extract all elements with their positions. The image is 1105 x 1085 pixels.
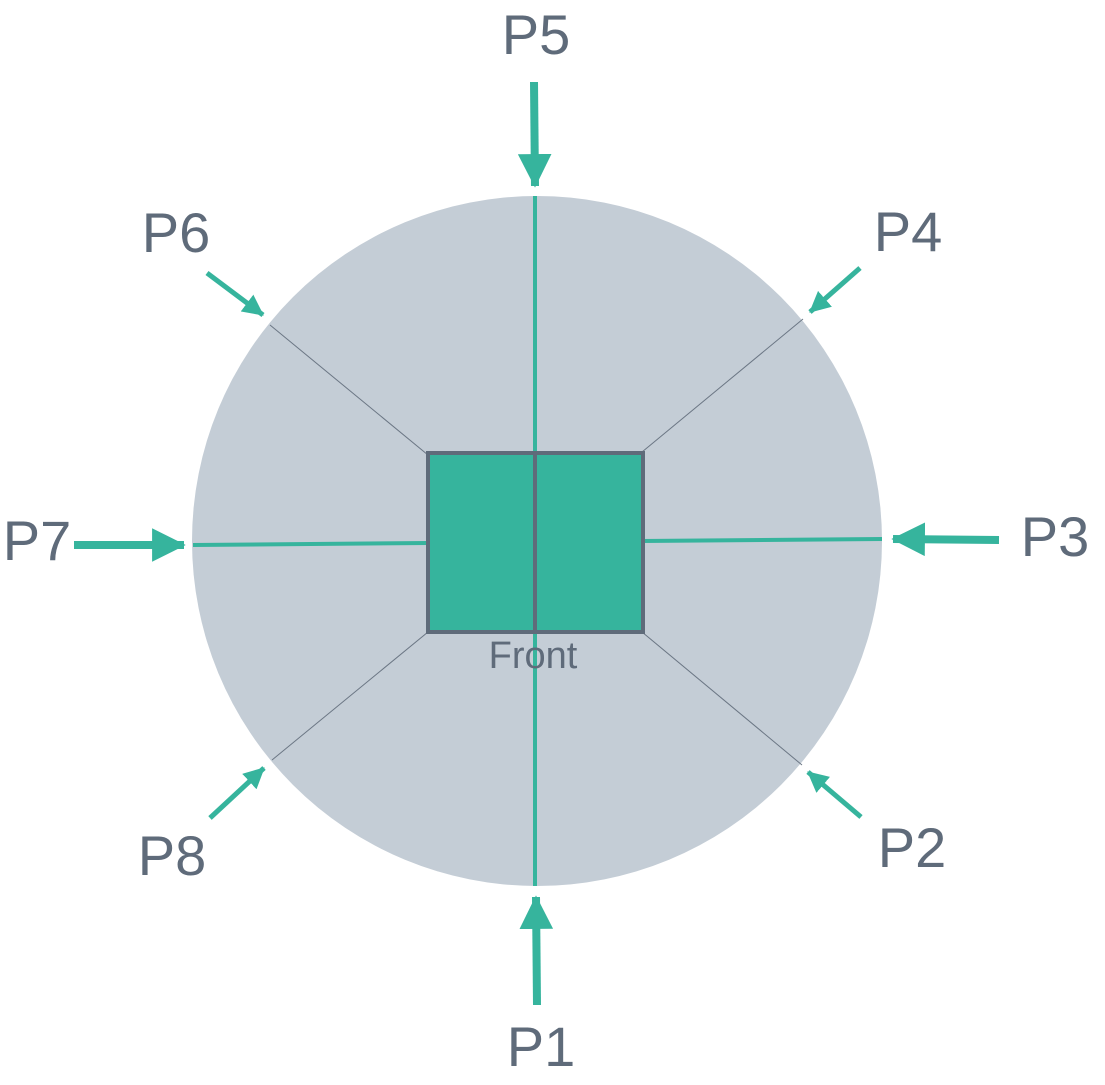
divider-upper-right	[641, 318, 804, 453]
label-p4: P4	[874, 200, 943, 263]
arrow-p5	[517, 81, 552, 188]
divider-lower-right	[641, 631, 803, 766]
label-p1: P1	[507, 1015, 576, 1078]
divider-lower-left	[271, 631, 429, 761]
arrow-p8	[208, 766, 266, 820]
arrow-p2	[806, 770, 863, 819]
arrow-p3	[891, 522, 1000, 557]
axis-left	[192, 541, 429, 547]
axis-right	[641, 537, 883, 543]
label-p5: P5	[502, 3, 571, 66]
divider-upper-left	[269, 324, 429, 456]
label-p3: P3	[1021, 505, 1090, 568]
label-p7: P7	[3, 509, 72, 572]
label-p6: P6	[142, 201, 211, 264]
label-p2: P2	[878, 816, 947, 879]
arrow-p6	[205, 271, 265, 317]
arrow-p1	[519, 895, 554, 1006]
arrow-p4	[808, 266, 862, 314]
front-label: Front	[489, 635, 578, 677]
label-p8: P8	[138, 824, 207, 887]
